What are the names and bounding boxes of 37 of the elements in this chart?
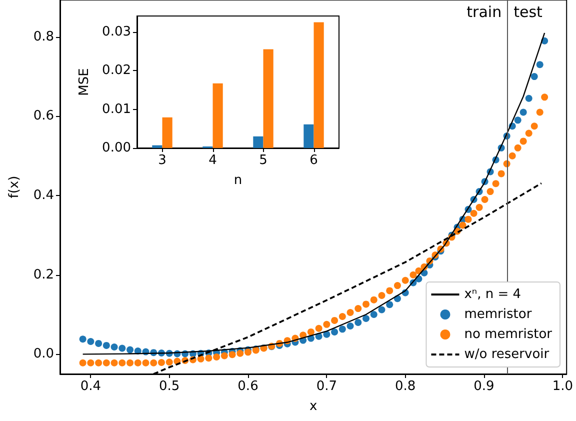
y-axis-title: MSE xyxy=(77,68,92,96)
x-tick-label: 1.0 xyxy=(552,379,574,394)
y-tick-label: 0.03 xyxy=(102,24,131,40)
x-tick-label: 0.6 xyxy=(238,379,258,394)
annotation: train xyxy=(466,3,502,21)
x-tick-label: 0.8 xyxy=(394,379,416,394)
y-tick-label: 0.4 xyxy=(33,188,54,204)
y-tick-label: 0.6 xyxy=(33,108,54,124)
legend-label: memristor xyxy=(464,307,532,322)
legend-label: xⁿ, n = 4 xyxy=(464,287,522,302)
bar xyxy=(253,136,264,148)
bar xyxy=(162,117,172,148)
y-tick-label: 0.0 xyxy=(33,346,54,362)
x-axis-title: n xyxy=(234,173,242,188)
x-tick-label: 0.5 xyxy=(159,379,180,394)
x-tick-label: 0.9 xyxy=(474,379,494,394)
bar xyxy=(314,22,324,148)
x-tick-label: 3 xyxy=(158,153,166,168)
x-axis-title: x xyxy=(309,399,318,414)
bar xyxy=(263,49,274,148)
y-tick-label: 0.00 xyxy=(102,140,131,156)
y-tick-label: 0.01 xyxy=(102,102,131,117)
legend-label: w/o reservoir xyxy=(464,347,550,362)
y-tick-label: 0.8 xyxy=(33,29,54,44)
x-tick-label: 5 xyxy=(259,153,268,168)
x-tick-label: 0.4 xyxy=(80,379,102,394)
x-tick-label: 4 xyxy=(208,153,217,168)
y-tick-label: 0.02 xyxy=(102,63,131,78)
legend-label: no memristor xyxy=(464,327,553,342)
bar xyxy=(212,83,223,148)
x-tick-label: 0.7 xyxy=(316,379,338,394)
bar xyxy=(152,145,162,148)
y-axis-title: f(x) xyxy=(7,176,22,198)
bar xyxy=(304,124,314,148)
x-tick-label: 6 xyxy=(310,153,318,168)
y-tick-label: 0.2 xyxy=(33,267,54,282)
annotation: test xyxy=(514,3,543,21)
